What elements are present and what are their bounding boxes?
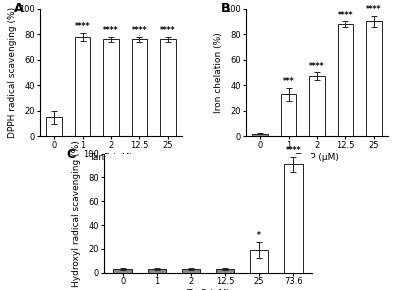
Y-axis label: Iron chelation (%): Iron chelation (%) (214, 32, 222, 113)
Text: ****: **** (132, 26, 147, 35)
X-axis label: TanP (μM): TanP (μM) (186, 289, 230, 290)
Bar (75, 37, 90, 136)
Text: ****: **** (103, 26, 119, 35)
Text: ****: **** (366, 6, 382, 14)
Text: ****: **** (75, 22, 90, 31)
Text: *: * (257, 231, 261, 240)
Bar (148, 269, 166, 273)
Bar (338, 24, 353, 136)
Bar (160, 39, 176, 136)
Bar (216, 269, 234, 273)
Bar (252, 134, 268, 136)
Text: ****: **** (338, 10, 353, 19)
Text: C: C (66, 148, 76, 161)
Bar (114, 269, 132, 273)
Bar (132, 39, 147, 136)
Text: ****: **** (309, 61, 325, 70)
Bar (250, 250, 268, 273)
Text: ****: **** (160, 26, 176, 35)
Bar (284, 164, 302, 273)
Text: A: A (14, 2, 24, 15)
Bar (182, 269, 200, 273)
Bar (103, 39, 119, 136)
Bar (281, 94, 296, 136)
Text: ***: *** (283, 77, 294, 86)
Bar (46, 117, 62, 136)
Y-axis label: DPPH radical scavenging (%): DPPH radical scavenging (%) (8, 7, 17, 138)
Text: ****: **** (286, 146, 301, 155)
Y-axis label: Hydroxyl radical scavenging (%): Hydroxyl radical scavenging (%) (72, 140, 81, 287)
X-axis label: TanP (μM): TanP (μM) (295, 153, 339, 162)
Bar (309, 76, 325, 136)
Text: B: B (220, 2, 230, 15)
X-axis label: TanP (μM): TanP (μM) (89, 153, 133, 162)
Bar (366, 21, 382, 136)
